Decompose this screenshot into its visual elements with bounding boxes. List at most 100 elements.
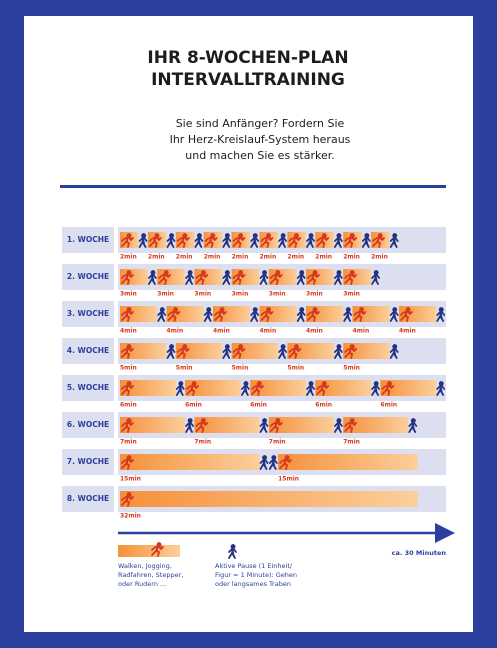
runner-icon (269, 418, 283, 433)
interval-label: 7min (120, 439, 137, 446)
interval-label: 2min (343, 254, 360, 261)
week-label: 5. WOCHE (67, 383, 109, 392)
walker-icon (306, 381, 315, 396)
interval-label: 32min (120, 513, 141, 520)
run-segment (185, 380, 241, 396)
interval-label: 3min (120, 291, 137, 298)
runner-icon (316, 381, 330, 396)
walker-icon (371, 381, 380, 396)
interval-label: 4min (260, 328, 277, 335)
subtitle: Sie sind Anfänger? Fordern Sie (176, 117, 345, 130)
runner-icon (288, 344, 302, 359)
runner-icon (307, 270, 320, 285)
interval-label: 4min (306, 328, 323, 335)
walker-icon (138, 233, 148, 248)
walker-icon (334, 344, 343, 359)
runner-icon (121, 307, 134, 322)
week-label-box (62, 412, 114, 438)
runner-icon (195, 270, 209, 285)
run-segment (120, 417, 186, 433)
week-label-box (62, 375, 114, 401)
walker-icon (371, 270, 380, 285)
week-label: 8. WOCHE (67, 494, 109, 503)
walker-icon (268, 455, 278, 470)
walker-icon (259, 455, 269, 470)
runner-icon (279, 455, 292, 470)
runner-icon (260, 307, 274, 322)
legend-bar (118, 545, 180, 557)
runner-icon (121, 233, 134, 248)
run-segment (399, 306, 437, 322)
runner-icon (121, 492, 134, 507)
run-segment (166, 306, 204, 322)
interval-label: 4min (120, 328, 137, 335)
interval-label: 6min (120, 402, 137, 409)
run-segment (343, 343, 390, 359)
week-label: 4. WOCHE (67, 346, 109, 355)
walker-icon (194, 233, 204, 248)
runner-icon (344, 270, 358, 285)
walker-icon (241, 381, 250, 396)
run-segment (120, 454, 260, 470)
walker-icon (389, 344, 399, 359)
walker-icon (166, 344, 176, 359)
walker-icon (222, 233, 232, 248)
week-label-box (62, 338, 114, 364)
week-label: 7. WOCHE (67, 457, 109, 466)
walker-icon (175, 381, 185, 396)
week-label: 1. WOCHE (67, 235, 109, 244)
run-segment (287, 343, 334, 359)
legend-text: Walken, Jogging, (118, 562, 172, 570)
runner-icon (251, 381, 265, 396)
interval-label: 2min (260, 254, 277, 261)
runner-icon (149, 233, 162, 248)
walker-icon (334, 233, 343, 248)
walker-icon (361, 233, 371, 248)
runner-icon (121, 344, 134, 359)
runner-icon (353, 307, 367, 322)
interval-label: 4min (213, 328, 230, 335)
subtitle: Ihr Herz-Kreislauf-System heraus (170, 133, 351, 146)
runner-icon (121, 270, 134, 285)
runner-icon (232, 344, 246, 359)
walker-icon (436, 381, 446, 396)
interval-label: 6min (380, 402, 397, 409)
run-segment (120, 380, 176, 396)
walker-icon (334, 418, 343, 433)
walker-icon (296, 270, 306, 285)
run-segment (120, 491, 418, 507)
walker-icon (306, 233, 315, 248)
walker-icon (228, 544, 237, 559)
runner-icon (176, 344, 190, 359)
interval-label: 2min (232, 254, 249, 261)
interval-label: 7min (194, 439, 211, 446)
runner-icon (381, 381, 395, 396)
run-segment (213, 306, 251, 322)
legend-text: Radfahren, Stepper, (118, 571, 183, 579)
runner-icon (344, 344, 358, 359)
interval-label: 2min (120, 254, 137, 261)
week-label-box (62, 301, 114, 327)
interval-label: 2min (148, 254, 165, 261)
legend-text: Aktive Pause (1 Einheit/ (215, 562, 293, 570)
walker-icon (343, 307, 353, 322)
walker-icon (389, 307, 399, 322)
week-label-box (62, 449, 114, 475)
run-segment (120, 306, 158, 322)
legend-text: oder Rudern ... (118, 580, 166, 588)
run-segment (194, 417, 260, 433)
runner-icon (232, 270, 246, 285)
runner-icon (214, 307, 227, 322)
runner-icon (307, 307, 320, 322)
week-label-box (62, 227, 114, 253)
runner-icon (186, 381, 199, 396)
walker-icon (408, 418, 418, 433)
interval-label: 3min (306, 291, 323, 298)
run-segment (259, 306, 297, 322)
run-segment (250, 380, 306, 396)
interval-label: 7min (343, 439, 360, 446)
walker-icon (166, 233, 176, 248)
walker-icon (278, 233, 287, 248)
runner-icon (176, 233, 190, 248)
